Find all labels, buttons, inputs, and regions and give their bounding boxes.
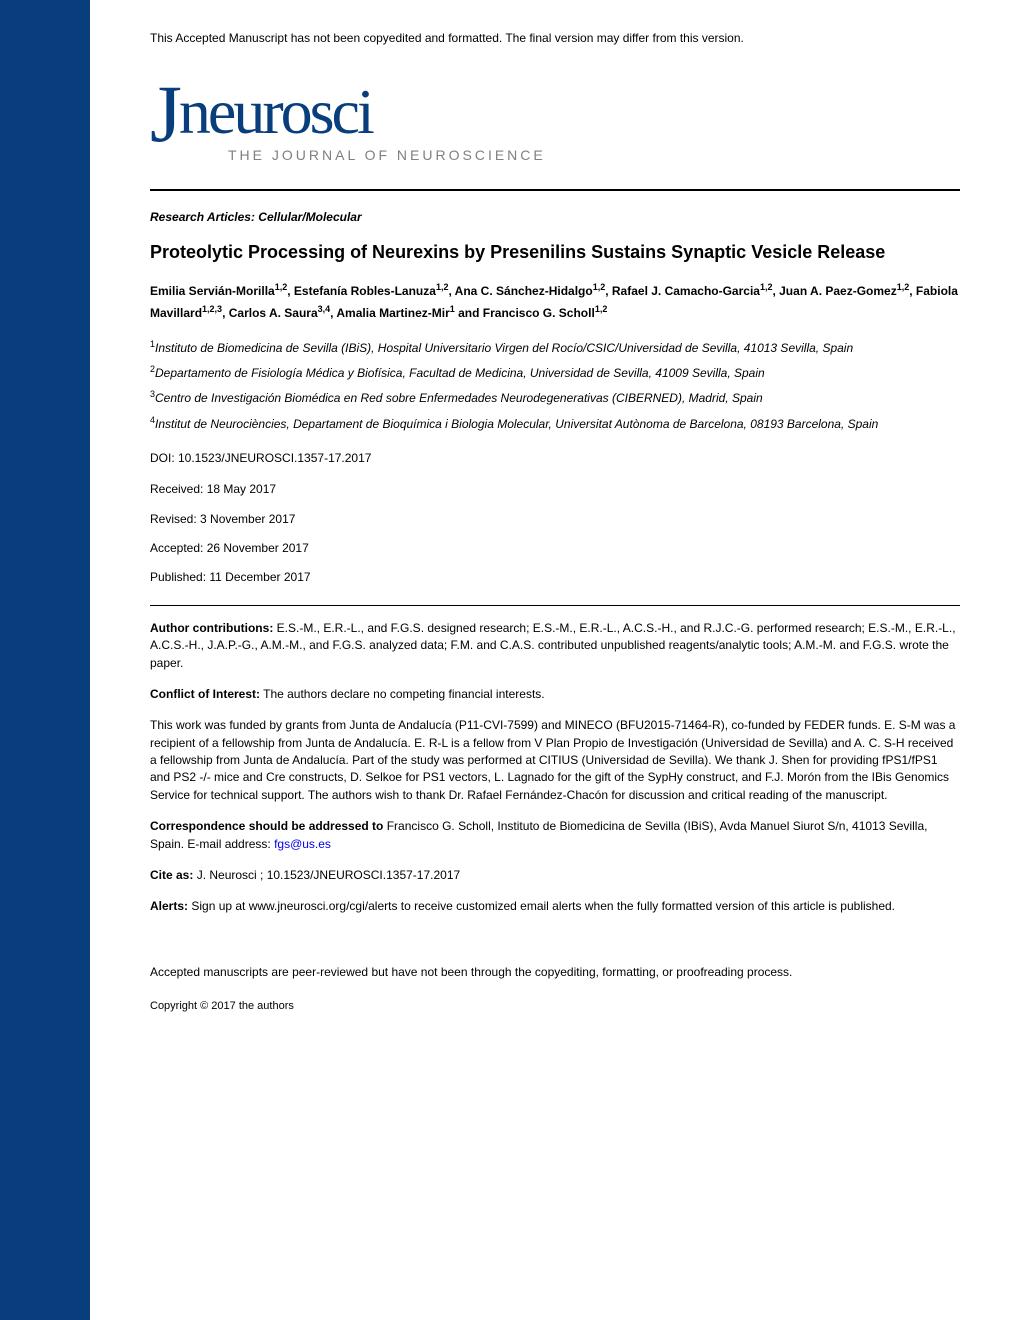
cite-text: J. Neurosci ; 10.1523/JNEUROSCI.1357-17.… [193,868,460,882]
author-contributions: Author contributions: E.S.-M., E.R.-L., … [150,620,960,672]
alerts-text: Sign up at www.jneurosci.org/cgi/alerts … [188,899,895,913]
journal-logo: Jneurosci THE JOURNAL OF NEUROSCIENCE [150,69,960,165]
author-list: Emilia Servián-Morilla1,2, Estefanía Rob… [150,280,960,323]
sidebar-banner: JNeurosci Accepted Manuscript [0,0,90,1320]
alerts-block: Alerts: Sign up at www.jneurosci.org/cgi… [150,898,960,915]
logo-main: Jneurosci [150,69,960,143]
conflict-of-interest: Conflict of Interest: The authors declar… [150,686,960,703]
alerts-label: Alerts: [150,899,188,913]
affiliation-list: 1Instituto de Biomedicina de Sevilla (IB… [150,337,960,434]
correspondence: Correspondence should be addressed to Fr… [150,818,960,853]
published-date: Published: 11 December 2017 [150,569,960,586]
coi-label: Conflict of Interest: [150,687,260,701]
affiliation-item: 1Instituto de Biomedicina de Sevilla (IB… [150,337,960,358]
cite-label: Cite as: [150,868,193,882]
email-link[interactable]: fgs@us.es [274,837,331,851]
revised-date: Revised: 3 November 2017 [150,511,960,528]
manuscript-note: Accepted manuscripts are peer-reviewed b… [150,964,960,981]
doi-text: DOI: 10.1523/JNEUROSCI.1357-17.2017 [150,450,960,467]
divider-top [150,189,960,191]
received-date: Received: 18 May 2017 [150,481,960,498]
funding-text: This work was funded by grants from Junt… [150,717,960,804]
page-content: This Accepted Manuscript has not been co… [90,0,1020,1045]
section-label: Research Articles: Cellular/Molecular [150,209,960,226]
copyright-text: Copyright © 2017 the authors [150,999,960,1015]
cite-as: Cite as: J. Neurosci ; 10.1523/JNEUROSCI… [150,867,960,884]
divider-mid [150,605,960,606]
coi-text: The authors declare no competing financi… [260,687,545,701]
affiliation-item: 3Centro de Investigación Biomédica en Re… [150,387,960,408]
article-title: Proteolytic Processing of Neurexins by P… [150,241,960,264]
notice-text: This Accepted Manuscript has not been co… [150,30,960,47]
contributions-label: Author contributions: [150,621,273,635]
affiliation-item: 2Departamento de Fisiología Médica y Bio… [150,362,960,383]
affiliation-item: 4Institut de Neurociències, Departament … [150,413,960,434]
accepted-date: Accepted: 26 November 2017 [150,540,960,557]
dates-block: Received: 18 May 2017 Revised: 3 Novembe… [150,481,960,587]
correspondence-label: Correspondence should be addressed to [150,819,383,833]
logo-subtitle: THE JOURNAL OF NEUROSCIENCE [228,145,960,165]
